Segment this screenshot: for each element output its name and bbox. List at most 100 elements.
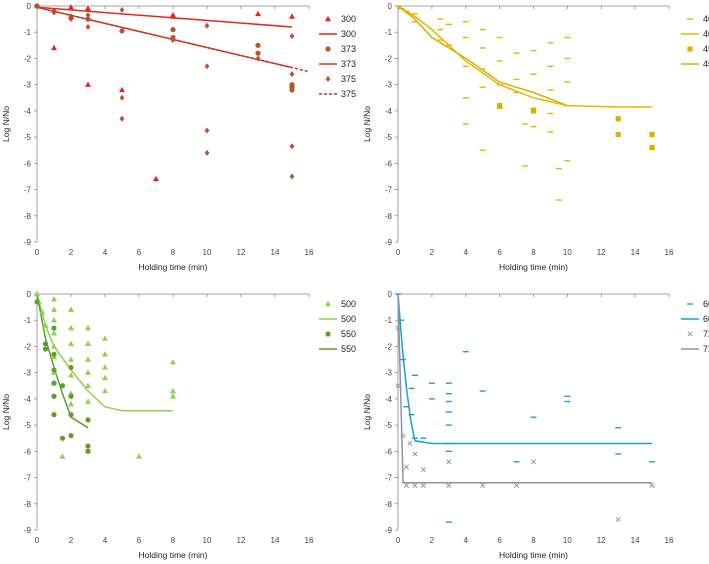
legend-item-550: 550 <box>325 329 356 339</box>
data-point-500 <box>85 369 91 375</box>
y-tick-label: -2 <box>24 342 32 351</box>
legend-label: 450 <box>703 59 709 69</box>
data-point-375 <box>289 33 295 40</box>
data-point-373 <box>289 87 295 93</box>
x-tick-label: 4 <box>464 248 469 257</box>
data-point-550 <box>85 443 91 449</box>
y-tick-label: -2 <box>385 54 393 63</box>
y-tick-label: -9 <box>24 526 32 535</box>
legend-label: 375 <box>341 74 356 84</box>
legend-item-373: 373 <box>319 59 356 69</box>
data-point-550 <box>51 412 57 418</box>
data-point-375 <box>204 22 210 29</box>
data-point-450 <box>615 131 621 138</box>
data-point-500 <box>102 364 108 370</box>
legend-label: 400 <box>703 29 709 39</box>
y-tick-label: -2 <box>24 54 32 63</box>
data-point-550 <box>85 417 91 423</box>
x-tick-label: 4 <box>103 248 108 257</box>
data-point-727 <box>403 482 409 488</box>
legend-label: 727 <box>703 329 709 339</box>
y-tick-label: -8 <box>385 500 393 509</box>
x-tick-label: 12 <box>597 536 606 545</box>
y-tick-label: -5 <box>385 133 393 142</box>
data-point-727 <box>446 482 452 488</box>
legend: 400 400 450 450 <box>681 14 709 69</box>
y-tick-label: -4 <box>24 395 32 404</box>
x-tick-label: 6 <box>497 248 502 257</box>
y-tick-label: -8 <box>24 212 32 221</box>
y-tick-label: 0 <box>388 2 393 11</box>
data-point-727 <box>420 467 426 473</box>
data-point-500 <box>51 296 57 302</box>
x-tick-label: 4 <box>464 536 469 545</box>
data-point-375 <box>204 63 210 70</box>
chart-panel-600-727: 0 2 4 6 8 10 12 14 16 0 -1 -2 -3 -4 -5 -6 -7 -8 -9 Holding … <box>362 290 709 560</box>
data-point-727 <box>420 482 426 488</box>
legend-item-550: 550 <box>319 344 356 354</box>
y-tick-label: -6 <box>385 447 393 456</box>
data-point-300 <box>68 13 74 19</box>
legend-item-600: 600 <box>687 299 709 309</box>
series-line-727 <box>397 293 653 484</box>
x-tick-label: 0 <box>396 248 401 257</box>
data-point-375 <box>204 149 210 156</box>
legend-label: 500 <box>341 314 356 324</box>
x-tick-label: 8 <box>531 536 536 545</box>
data-point-375 <box>85 12 91 19</box>
data-point-550 <box>68 412 74 418</box>
chart-panel-400-450: 0 2 4 6 8 10 12 14 16 0 -1 -2 -3 -4 -5 -6 -7 -8 -9 Holding … <box>362 2 709 272</box>
data-point-500 <box>51 317 57 323</box>
data-point-727 <box>446 459 452 465</box>
data-point-500 <box>102 387 108 394</box>
legend-label: 373 <box>341 44 356 54</box>
data-point-500 <box>102 335 108 341</box>
legend-label: 300 <box>341 29 356 39</box>
legend-item-600: 600 <box>681 314 709 324</box>
legend-item-500: 500 <box>325 299 356 309</box>
legend-swatch-marker <box>325 15 331 22</box>
x-tick-label: 14 <box>271 248 280 257</box>
data-point-450 <box>497 103 503 109</box>
legend-label: 373 <box>341 59 356 69</box>
legend-label: 600 <box>703 299 709 309</box>
y-tick-label: -8 <box>385 212 393 221</box>
data-point-500 <box>102 374 108 381</box>
x-tick-label: 14 <box>271 536 280 545</box>
x-tick-label: 2 <box>430 248 435 257</box>
x-tick-label: 2 <box>69 536 74 545</box>
legend-item-300: 300 <box>319 29 356 39</box>
legend-swatch-marker <box>325 76 331 82</box>
y-tick-label: -1 <box>385 28 393 37</box>
x-tick-label: 12 <box>597 248 606 257</box>
data-point-300 <box>255 10 261 17</box>
data-point-373 <box>255 42 261 48</box>
data-point-550 <box>68 393 74 399</box>
x-tick-label: 6 <box>137 248 142 257</box>
y-tick-label: -6 <box>385 159 393 168</box>
y-axis-title: Log N/No <box>362 394 372 430</box>
data-point-375 <box>289 71 295 78</box>
legend-label: 500 <box>341 299 356 309</box>
data-point-550 <box>51 325 57 331</box>
legend-swatch-marker <box>325 331 331 337</box>
legend-item-300: 300 <box>325 14 356 24</box>
y-tick-label: -5 <box>24 133 32 142</box>
data-point-300 <box>85 81 91 87</box>
series-line-600 <box>397 293 653 445</box>
data-point-550 <box>85 448 91 454</box>
x-axis-title: Holding time (min) <box>499 550 568 560</box>
x-tick-label: 14 <box>631 536 640 545</box>
data-point-727 <box>395 383 401 389</box>
legend-swatch-marker <box>325 46 331 52</box>
data-point-727 <box>480 482 486 488</box>
legend-label: 375 <box>341 89 356 99</box>
x-tick-label: 16 <box>305 536 314 545</box>
data-point-375 <box>119 115 125 122</box>
legend-label: 550 <box>341 329 356 339</box>
data-point-500 <box>68 324 74 331</box>
data-point-727 <box>412 451 418 457</box>
x-tick-label: 16 <box>305 248 314 257</box>
y-tick-label: -4 <box>385 395 393 404</box>
